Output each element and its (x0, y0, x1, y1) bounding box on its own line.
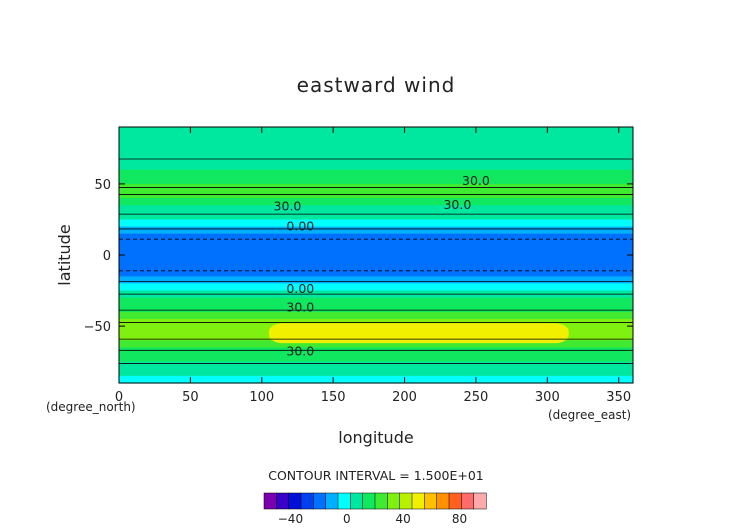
x-tick-label: 350 (606, 390, 631, 405)
contour-labels: 30.0 30.0 30.0 0.00 0.00 30.0 30.0 (274, 173, 490, 359)
y-axis-label: latitude (55, 224, 74, 285)
colorbar-swatch (288, 492, 302, 510)
colorbar-swatch (263, 492, 277, 510)
contour-label: 30.0 (462, 173, 490, 188)
colorbar-swatch (424, 492, 438, 510)
wind-band (119, 212, 633, 221)
colorbar-swatch (473, 492, 487, 510)
wind-band (119, 233, 633, 242)
x-unit-label: (degree_east) (548, 408, 631, 422)
contour-label: 30.0 (443, 197, 471, 212)
easterly-core-region (119, 240, 633, 270)
wind-band (119, 176, 633, 185)
wind-band (119, 141, 633, 157)
wind-band (119, 311, 633, 320)
colorbar-swatch (276, 492, 290, 510)
contour-label: 0.00 (286, 281, 314, 296)
contour-label: 30.0 (286, 344, 314, 359)
colorbar-swatch (300, 492, 314, 510)
y-tick-label: −50 (84, 320, 111, 335)
x-tick-label: 100 (249, 390, 274, 405)
y-tick-label: 0 (103, 249, 111, 264)
wind-band (119, 198, 633, 206)
x-tick-label: 150 (321, 390, 346, 405)
colorbar-swatch (337, 492, 351, 510)
colorbar-tick-label: 0 (343, 512, 351, 526)
colorbar-swatch (461, 492, 475, 510)
colorbar-swatch (325, 492, 339, 510)
colorbar-swatch (313, 492, 327, 510)
wind-band (119, 226, 633, 235)
contour-label: 0.00 (286, 219, 314, 234)
wind-band (119, 354, 633, 363)
wind-band (119, 169, 633, 178)
colorbar-swatch (411, 492, 425, 510)
equatorial-easterly-core (119, 240, 633, 270)
x-tick-label: 300 (535, 390, 560, 405)
wind-band (119, 340, 633, 349)
contour-lines (119, 158, 633, 364)
colorbar-swatch (362, 492, 376, 510)
wind-band (119, 375, 633, 384)
colorbar-tick-label: −40 (278, 512, 303, 526)
wind-band (119, 269, 633, 277)
wind-band (119, 368, 633, 377)
x-tick-label: 0 (115, 390, 123, 405)
plot-area: 30.0 30.0 30.0 0.00 0.00 30.0 30.0 (118, 126, 634, 384)
x-tick-label: 250 (464, 390, 489, 405)
southern-jet-core (268, 323, 569, 344)
colorbar-swatch (448, 492, 462, 510)
wind-band (119, 205, 633, 213)
colorbar: −40 0 40 80 (263, 492, 487, 526)
colorbar-swatch (399, 492, 413, 510)
wind-band (119, 127, 633, 142)
wind-band (119, 297, 633, 306)
y-unit-label: (degree_north) (46, 400, 136, 414)
colorbar-swatch (387, 492, 401, 510)
colorbar-tick-label: 40 (396, 512, 411, 526)
contour-label: 30.0 (286, 300, 314, 315)
x-tick-label: 50 (182, 390, 199, 405)
colorbar-swatch (350, 492, 364, 510)
contour-interval-text: CONTOUR INTERVAL = 1.500E+01 (268, 468, 484, 483)
wind-band (119, 219, 633, 228)
contour-label: 30.0 (274, 199, 302, 214)
axes: 0 50 100 150 200 250 300 350 −50 0 50 (84, 127, 633, 405)
y-tick-label: 50 (94, 178, 111, 193)
wind-band (119, 276, 633, 285)
chart-title: eastward wind (297, 73, 456, 97)
x-axis-label: longitude (338, 428, 413, 447)
wind-band (119, 304, 633, 313)
wind-band (119, 155, 633, 171)
colorbar-swatch (374, 492, 388, 510)
colorbar-tick-label: 80 (452, 512, 467, 526)
colorbar-swatch (436, 492, 450, 510)
wind-band (119, 347, 633, 356)
wind-band (119, 283, 633, 292)
x-tick-label: 200 (392, 390, 417, 405)
wind-band (119, 361, 633, 370)
jet-core-region (268, 323, 569, 344)
